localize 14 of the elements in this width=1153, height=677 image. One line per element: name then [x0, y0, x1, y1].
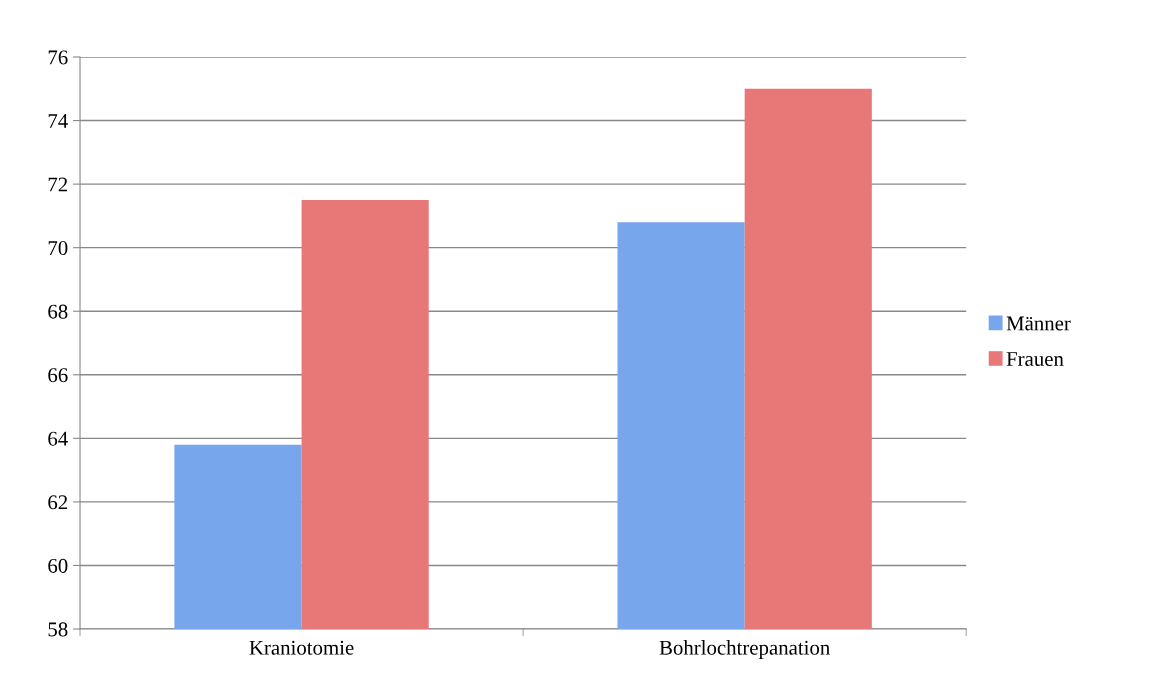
y-tick-label: 74	[48, 114, 68, 128]
y-tick-label: 68	[48, 304, 68, 319]
y-tick-label: 62	[48, 495, 68, 510]
y-tick-label: 76	[48, 50, 68, 65]
legend-label: Frauen	[1006, 352, 1064, 366]
y-tick-label: 66	[48, 368, 68, 383]
y-tick-label: 64	[48, 431, 68, 446]
x-tick-label: Bohrlochtrepanation	[659, 640, 830, 660]
legend-label: Männer	[1006, 316, 1071, 331]
y-tick-label: 70	[48, 241, 68, 256]
y-tick-label: 58	[48, 622, 68, 637]
y-tick-label: 72	[48, 177, 68, 192]
y-tick-label: 60	[48, 558, 68, 573]
x-tick-label: Kraniotomie	[249, 640, 354, 655]
